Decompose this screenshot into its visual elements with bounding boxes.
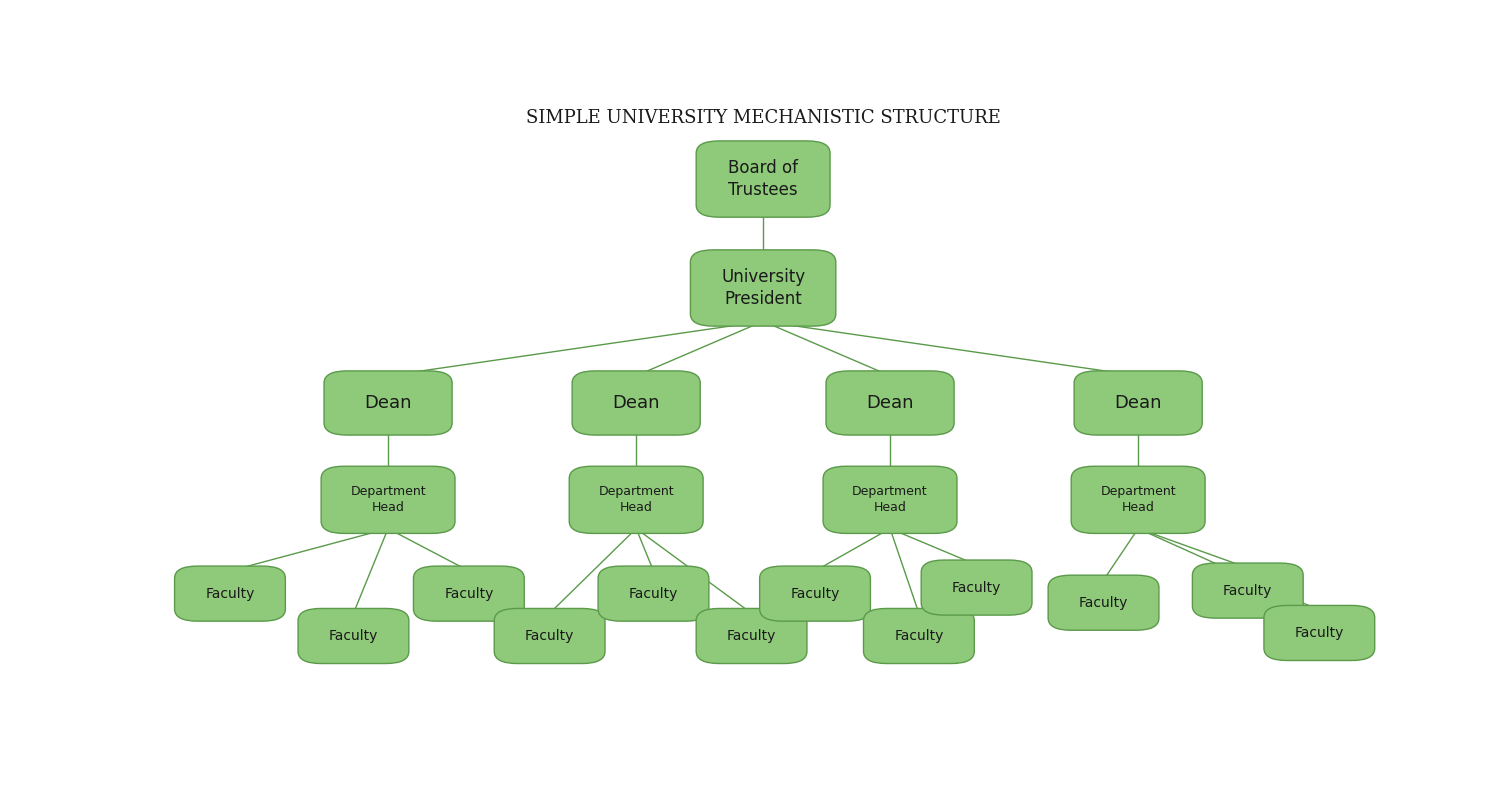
FancyBboxPatch shape [823, 466, 957, 534]
Text: Department
Head: Department Head [350, 485, 426, 514]
Text: Faculty: Faculty [526, 629, 575, 643]
FancyBboxPatch shape [759, 566, 871, 621]
Text: Board of
Trustees: Board of Trustees [728, 159, 798, 199]
FancyBboxPatch shape [1048, 575, 1158, 630]
FancyBboxPatch shape [494, 608, 605, 663]
Text: Faculty: Faculty [1294, 626, 1345, 640]
Text: Department
Head: Department Head [852, 485, 928, 514]
FancyBboxPatch shape [922, 560, 1032, 615]
Text: Department
Head: Department Head [599, 485, 675, 514]
Text: SIMPLE UNIVERSITY MECHANISTIC STRUCTURE: SIMPLE UNIVERSITY MECHANISTIC STRUCTURE [526, 109, 1001, 127]
FancyBboxPatch shape [826, 371, 954, 435]
Text: Faculty: Faculty [727, 629, 776, 643]
FancyBboxPatch shape [174, 566, 286, 621]
FancyBboxPatch shape [1193, 563, 1303, 618]
Text: Dean: Dean [1114, 394, 1161, 412]
FancyBboxPatch shape [599, 566, 709, 621]
Text: Faculty: Faculty [791, 586, 840, 601]
FancyBboxPatch shape [1071, 466, 1205, 534]
Text: Faculty: Faculty [951, 581, 1001, 594]
FancyBboxPatch shape [1264, 605, 1374, 660]
Text: Faculty: Faculty [1080, 596, 1129, 610]
Text: Dean: Dean [867, 394, 914, 412]
Text: University
President: University President [721, 268, 806, 308]
Text: Faculty: Faculty [1222, 583, 1273, 597]
FancyBboxPatch shape [298, 608, 409, 663]
FancyBboxPatch shape [864, 608, 974, 663]
Text: Dean: Dean [365, 394, 412, 412]
Text: Faculty: Faculty [444, 586, 493, 601]
FancyBboxPatch shape [569, 466, 703, 534]
Text: Faculty: Faculty [628, 586, 677, 601]
Text: Department
Head: Department Head [1100, 485, 1176, 514]
FancyBboxPatch shape [691, 250, 835, 326]
Text: Dean: Dean [612, 394, 660, 412]
FancyBboxPatch shape [572, 371, 700, 435]
Text: Faculty: Faculty [329, 629, 378, 643]
FancyBboxPatch shape [697, 141, 829, 217]
FancyBboxPatch shape [697, 608, 807, 663]
Text: Faculty: Faculty [895, 629, 944, 643]
FancyBboxPatch shape [325, 371, 453, 435]
FancyBboxPatch shape [1074, 371, 1202, 435]
Text: Faculty: Faculty [205, 586, 255, 601]
FancyBboxPatch shape [414, 566, 524, 621]
FancyBboxPatch shape [322, 466, 456, 534]
